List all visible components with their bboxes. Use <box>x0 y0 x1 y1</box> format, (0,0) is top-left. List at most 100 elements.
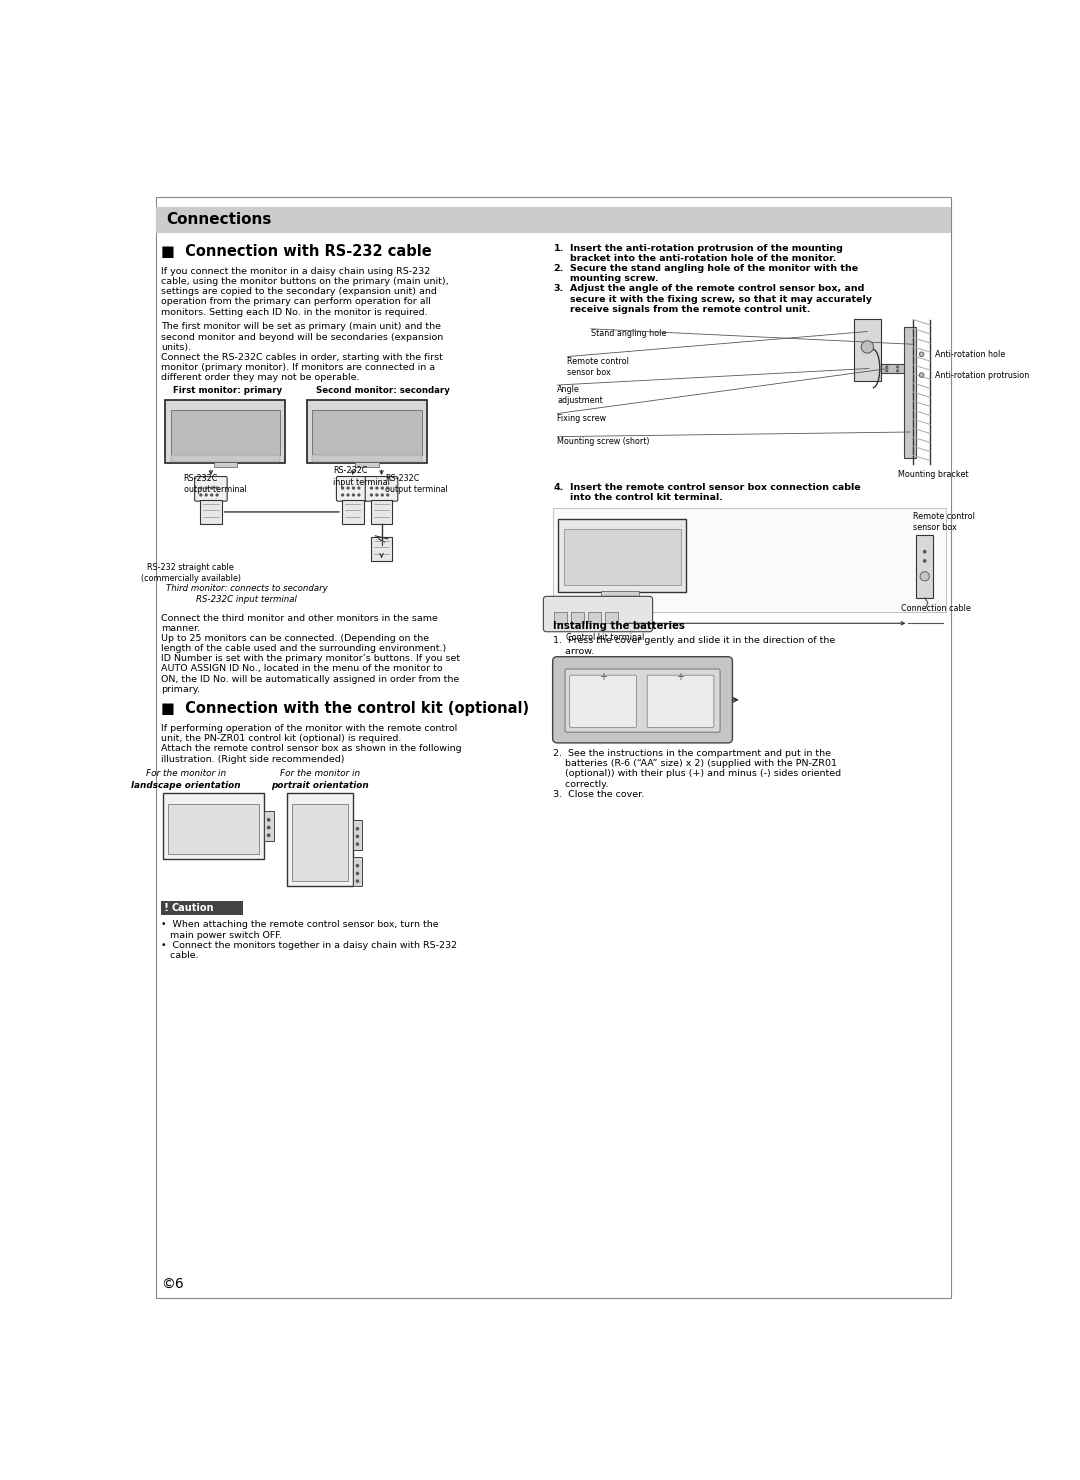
Circle shape <box>376 487 378 488</box>
Text: Connections: Connections <box>166 213 271 228</box>
Text: arrow.: arrow. <box>553 647 595 656</box>
FancyBboxPatch shape <box>156 207 951 232</box>
Text: different order they may not be operable.: different order they may not be operable… <box>161 373 360 382</box>
Text: Installing the batteries: Installing the batteries <box>553 622 686 630</box>
FancyBboxPatch shape <box>880 364 904 373</box>
FancyBboxPatch shape <box>564 528 680 585</box>
Text: cable.: cable. <box>161 950 199 961</box>
Circle shape <box>357 494 360 496</box>
Circle shape <box>387 494 389 496</box>
Text: ©6: ©6 <box>161 1277 184 1291</box>
Circle shape <box>211 494 213 496</box>
FancyBboxPatch shape <box>916 534 933 598</box>
FancyBboxPatch shape <box>214 462 237 468</box>
Text: 1.  Press the cover gently and slide it in the direction of the: 1. Press the cover gently and slide it i… <box>553 636 836 645</box>
Text: batteries (R-6 (“AA” size) x 2) (supplied with the PN-ZR01: batteries (R-6 (“AA” size) x 2) (supplie… <box>553 759 837 768</box>
FancyBboxPatch shape <box>200 500 221 524</box>
Text: unit, the PN-ZR01 control kit (optional) is required.: unit, the PN-ZR01 control kit (optional)… <box>161 734 402 743</box>
Circle shape <box>919 352 924 357</box>
Text: •  When attaching the remote control sensor box, turn the: • When attaching the remote control sens… <box>161 921 438 929</box>
FancyBboxPatch shape <box>553 508 946 611</box>
Text: Mounting bracket: Mounting bracket <box>897 469 968 478</box>
FancyBboxPatch shape <box>355 462 379 468</box>
Text: primary.: primary. <box>161 685 201 694</box>
Circle shape <box>205 494 207 496</box>
Circle shape <box>370 494 373 496</box>
FancyBboxPatch shape <box>194 477 227 502</box>
Text: Third monitor: connects to secondary
RS-232C input terminal: Third monitor: connects to secondary RS-… <box>165 585 327 604</box>
FancyBboxPatch shape <box>156 197 951 1298</box>
Text: Second monitor: secondary: Second monitor: secondary <box>316 386 450 395</box>
Text: •  Connect the monitors together in a daisy chain with RS-232: • Connect the monitors together in a dai… <box>161 941 458 950</box>
Text: 2.  See the instructions in the compartment and put in the: 2. See the instructions in the compartme… <box>553 749 832 758</box>
Text: manner.: manner. <box>161 623 201 633</box>
Text: For the monitor in: For the monitor in <box>146 770 226 778</box>
FancyBboxPatch shape <box>287 793 353 885</box>
Circle shape <box>387 487 389 488</box>
Text: Attach the remote control sensor box as shown in the following: Attach the remote control sensor box as … <box>161 744 462 753</box>
Circle shape <box>200 487 202 488</box>
Circle shape <box>200 494 202 496</box>
Text: 2.: 2. <box>553 263 564 274</box>
Circle shape <box>896 370 899 371</box>
Text: ON, the ID No. will be automatically assigned in order from the: ON, the ID No. will be automatically ass… <box>161 675 460 684</box>
Text: length of the cable used and the surrounding environment.): length of the cable used and the surroun… <box>161 644 447 653</box>
Circle shape <box>352 487 354 488</box>
Circle shape <box>268 818 270 821</box>
Text: Secure the stand angling hole of the monitor with the: Secure the stand angling hole of the mon… <box>570 263 859 274</box>
Text: mounting screw.: mounting screw. <box>570 274 659 283</box>
Text: Remote control
sensor box: Remote control sensor box <box>913 512 975 533</box>
Text: illustration. (Right side recommended): illustration. (Right side recommended) <box>161 755 345 764</box>
Text: Fixing screw: Fixing screw <box>557 413 607 422</box>
Text: monitor (primary monitor). If monitors are connected in a: monitor (primary monitor). If monitors a… <box>161 363 435 371</box>
Circle shape <box>356 872 359 875</box>
Text: operation from the primary can perform operation for all: operation from the primary can perform o… <box>161 297 431 306</box>
Text: If performing operation of the monitor with the remote control: If performing operation of the monitor w… <box>161 724 458 733</box>
Circle shape <box>268 826 270 829</box>
Text: 3.  Close the cover.: 3. Close the cover. <box>553 790 645 799</box>
FancyBboxPatch shape <box>161 901 243 915</box>
Text: 3.: 3. <box>553 284 564 293</box>
Text: The first monitor will be set as primary (main unit) and the: The first monitor will be set as primary… <box>161 323 442 332</box>
Circle shape <box>886 370 888 371</box>
FancyBboxPatch shape <box>571 613 583 623</box>
Circle shape <box>923 559 926 562</box>
Text: Insert the anti-rotation protrusion of the mounting: Insert the anti-rotation protrusion of t… <box>570 244 843 253</box>
Circle shape <box>341 494 343 496</box>
FancyBboxPatch shape <box>171 456 280 462</box>
Text: RS-232C
input terminal: RS-232C input terminal <box>334 466 390 487</box>
Text: Adjust the angle of the remote control sensor box, and: Adjust the angle of the remote control s… <box>570 284 865 293</box>
Text: receive signals from the remote control unit.: receive signals from the remote control … <box>570 305 811 314</box>
Text: portrait orientation: portrait orientation <box>271 781 369 790</box>
Text: bracket into the anti-rotation hole of the monitor.: bracket into the anti-rotation hole of t… <box>570 255 837 263</box>
FancyBboxPatch shape <box>342 500 364 524</box>
Circle shape <box>356 881 359 882</box>
Text: Insert the remote control sensor box connection cable: Insert the remote control sensor box con… <box>570 482 861 491</box>
Text: +: + <box>599 672 607 682</box>
Text: cable, using the monitor buttons on the primary (main unit),: cable, using the monitor buttons on the … <box>161 277 449 286</box>
FancyBboxPatch shape <box>600 591 639 596</box>
FancyBboxPatch shape <box>353 820 362 850</box>
FancyBboxPatch shape <box>606 613 618 623</box>
Circle shape <box>919 373 924 377</box>
FancyBboxPatch shape <box>337 477 369 502</box>
FancyBboxPatch shape <box>365 477 397 502</box>
Circle shape <box>886 366 888 369</box>
Text: Up to 25 monitors can be connected. (Depending on the: Up to 25 monitors can be connected. (Dep… <box>161 633 430 642</box>
FancyBboxPatch shape <box>904 327 916 459</box>
FancyBboxPatch shape <box>370 500 392 524</box>
FancyBboxPatch shape <box>647 675 714 728</box>
FancyBboxPatch shape <box>264 811 273 841</box>
Text: If you connect the monitor in a daisy chain using RS-232: If you connect the monitor in a daisy ch… <box>161 266 431 275</box>
FancyBboxPatch shape <box>553 657 732 743</box>
Text: landscape orientation: landscape orientation <box>132 781 241 790</box>
Text: First monitor: primary: First monitor: primary <box>173 386 282 395</box>
FancyBboxPatch shape <box>558 519 686 592</box>
FancyBboxPatch shape <box>171 410 280 454</box>
Circle shape <box>381 487 383 488</box>
Text: Angle
adjustment: Angle adjustment <box>557 385 603 406</box>
Circle shape <box>352 494 354 496</box>
Text: secure it with the fixing screw, so that it may accurately: secure it with the fixing screw, so that… <box>570 295 873 303</box>
Text: correctly.: correctly. <box>553 780 609 789</box>
Text: ■  Connection with RS-232 cable: ■ Connection with RS-232 cable <box>161 244 432 259</box>
